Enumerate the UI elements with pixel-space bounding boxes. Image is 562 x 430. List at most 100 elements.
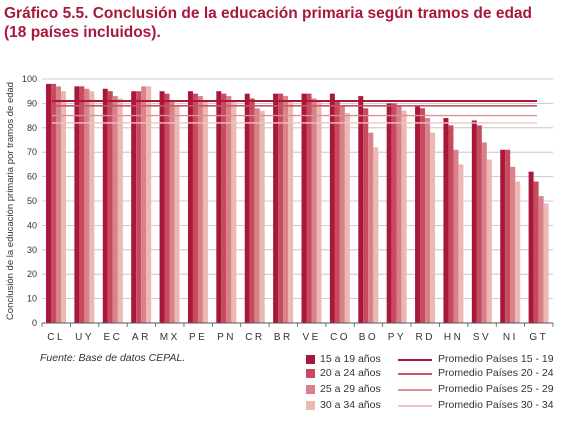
x-tick-label: PE [189,332,207,343]
x-tick-label: VE [303,332,321,343]
y-tick-label: 90 [27,98,37,108]
chart-title: Gráfico 5.5. Conclusión de la educación … [4,4,554,42]
bar [339,105,345,323]
bar [481,142,487,323]
bar [131,91,137,323]
bar [79,86,85,323]
x-tick-label: BO [359,332,378,343]
legend-label: Promedio Países 15 - 19 [438,353,554,365]
y-tick-label: 40 [27,220,37,230]
bar [231,100,237,324]
x-tick-label: RD [416,332,435,343]
x-tick-label: HN [444,332,463,343]
bar [344,113,350,323]
bar [278,93,284,323]
legend-swatch [306,355,315,364]
bar [415,105,421,323]
bar [117,98,123,324]
y-tick-label: 50 [27,196,37,206]
bar [202,100,208,324]
x-tick-label: AR [132,332,151,343]
bar [528,171,534,323]
bar [391,103,397,324]
legend-swatch [306,369,315,378]
bar [221,93,227,323]
source-note: Fuente: Base de datos CEPAL. [40,352,186,364]
bar [373,147,379,323]
bar [401,110,407,323]
bar [396,105,402,323]
bar [288,100,294,324]
legend-label: 20 a 24 años [320,367,381,379]
bar [273,93,279,323]
x-tick-label: MX [160,332,180,343]
bar [254,108,260,323]
bar [89,91,95,323]
bar [259,110,265,323]
bar [363,108,369,323]
bar [164,93,170,323]
bar [486,159,492,323]
bar [226,96,232,323]
bar [500,149,506,323]
legend-line-swatch [398,405,432,407]
x-tick-label: CL [47,332,65,343]
y-tick-label: 20 [27,269,37,279]
bar [453,149,459,323]
bar [283,96,289,323]
bar [358,96,364,323]
bar [425,118,431,323]
x-tick-label: SV [473,332,491,343]
bar [169,100,175,324]
legend-label: Promedio Países 20 - 24 [438,367,554,379]
y-tick-label: 60 [27,172,37,182]
bar [61,91,66,323]
bar [107,91,113,323]
bar [334,100,340,324]
bar [329,93,335,323]
bar [538,196,544,323]
bar [505,149,511,323]
legend-label: 30 a 34 años [320,399,381,411]
legend-line-swatch [398,373,432,375]
bar [216,91,222,323]
x-tick-label: PY [388,332,406,343]
bar [471,120,477,323]
chart-title-line-1: Gráfico 5.5. Conclusión de la educación … [4,5,533,22]
bar [187,91,193,323]
bar [311,98,317,324]
bar [192,93,198,323]
y-tick-label: 70 [27,147,37,157]
y-tick-label: 80 [27,123,37,133]
bar [51,83,56,323]
legend-label: Promedio Países 25 - 29 [438,383,554,395]
bar [515,181,521,323]
y-tick-label: 30 [27,245,37,255]
legend-label: 15 a 19 años [320,353,381,365]
x-tick-label: UY [75,332,94,343]
x-tick-label: EC [104,332,123,343]
chart-title-line-2: (18 países incluidos). [4,24,161,41]
bar [443,118,449,323]
bar [46,83,51,323]
legend-label: 25 a 29 años [320,383,381,395]
x-tick-label: CO [330,332,350,343]
bar [174,105,180,323]
bar [112,96,118,323]
bar [249,98,255,324]
bar [146,86,152,323]
y-tick-label: 0 [32,318,37,328]
bar [386,103,392,324]
legend-label: Promedio Países 30 - 34 [438,399,554,411]
bar [316,100,322,324]
bar [102,88,108,323]
legend-swatch [306,385,315,394]
x-tick-label: CR [245,332,264,343]
bar [476,125,482,323]
bar [448,125,454,323]
legend-line-swatch [398,389,432,391]
bar [301,93,307,323]
y-axis-label: Conclusión de la educación primaria por … [5,82,16,320]
x-tick-label: GT [529,332,548,343]
